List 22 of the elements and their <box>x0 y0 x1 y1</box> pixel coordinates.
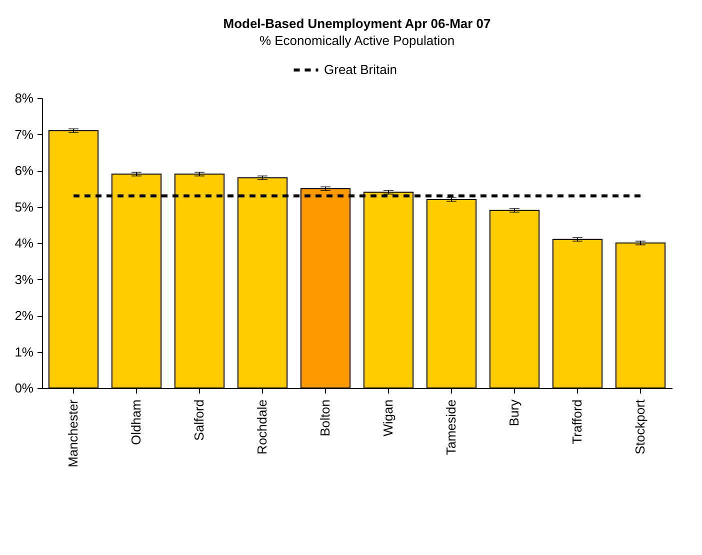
x-tick-label: Rochdale <box>254 400 270 454</box>
x-tick-label: Salford <box>192 400 206 441</box>
y-tick-label: 7% <box>14 126 34 142</box>
y-tick-label: 1% <box>14 344 34 360</box>
y-tick-label: 4% <box>14 236 34 250</box>
x-tick-label: Bury <box>506 399 522 426</box>
legend-label: Great Britain <box>324 62 397 77</box>
x-tick-label: Trafford <box>570 400 584 444</box>
x-tick-label: Wigan <box>380 400 396 436</box>
x-tick-label: Oldham <box>128 400 144 446</box>
y-tick-label: 6% <box>14 163 34 178</box>
y-tick-label: 3% <box>14 272 34 287</box>
x-tick-label: Stockport <box>632 399 648 454</box>
y-tick-label: 5% <box>14 199 34 214</box>
chart-subtitle: % Economically Active Population <box>259 33 455 48</box>
x-tick-label: Manchester <box>66 398 80 468</box>
y-tick-label: 0% <box>14 380 34 396</box>
x-tick-label: Bolton <box>318 400 332 436</box>
chart-title: Model-Based Unemployment Apr 06-Mar 07 <box>223 16 491 31</box>
x-tick-label: Tameside <box>444 400 458 456</box>
y-tick-label: 8% <box>14 90 34 106</box>
y-tick-label: 2% <box>14 308 34 323</box>
